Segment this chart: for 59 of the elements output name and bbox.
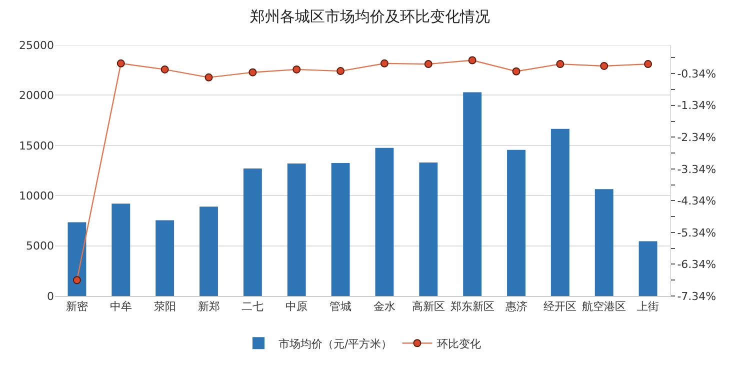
x-tick-label: 经开区 — [544, 300, 577, 314]
point — [292, 65, 301, 74]
point — [204, 73, 213, 82]
bar — [112, 204, 130, 296]
y-tick-label: 20000 — [19, 89, 54, 102]
x-tick-label: 金水 — [373, 300, 396, 314]
bar — [287, 163, 306, 296]
bar — [419, 162, 438, 296]
bar — [243, 168, 262, 296]
x-tick-label: 中牟 — [110, 300, 132, 314]
x-tick-label: 惠济 — [504, 300, 528, 314]
x-tick-label: 上街 — [637, 300, 660, 314]
bar — [638, 241, 658, 296]
x-tick-label: 新郑 — [198, 300, 220, 314]
bar — [463, 92, 482, 296]
point — [424, 60, 432, 68]
legend-label: 环比变化 — [437, 337, 482, 350]
y-tick-label: 10000 — [19, 189, 54, 202]
bar — [507, 150, 526, 296]
point — [380, 59, 388, 68]
y2-tick-label: -6.34% — [677, 258, 716, 272]
chart-title: 郑州各城区市场均价及环比变化情况 — [250, 8, 490, 26]
point — [72, 276, 81, 284]
bar — [375, 148, 394, 296]
point — [116, 59, 125, 68]
bar — [594, 189, 614, 296]
legend-label: 市场均价（元/平方米） — [278, 337, 392, 350]
y2-tick-label: -2.34% — [677, 130, 716, 144]
point — [336, 67, 345, 76]
y-tick-label: 0 — [47, 290, 54, 303]
y2-tick-label: -3.34% — [677, 162, 716, 176]
x-tick-label: 二七 — [242, 300, 264, 314]
bar — [331, 162, 350, 296]
y-tick-label: 15000 — [19, 139, 54, 152]
x-tick-label: 管城 — [330, 300, 352, 314]
y2-tick-label: -4.34% — [677, 194, 716, 208]
x-tick-label: 郑东新区 — [450, 300, 494, 314]
point — [644, 60, 652, 68]
point — [468, 56, 476, 64]
y2-tick-label: -7.34% — [677, 290, 716, 303]
x-tick-label: 荥阳 — [154, 300, 176, 314]
x-tick-label: 中原 — [286, 300, 308, 314]
point — [600, 62, 608, 70]
bar — [156, 220, 174, 296]
y2-tick-label: -1.34% — [677, 99, 716, 112]
bar — [68, 222, 86, 296]
x-tick-label: 航空港区 — [582, 300, 626, 314]
y-tick-label: 25000 — [19, 38, 54, 52]
point — [160, 65, 169, 74]
y2-tick-label: -5.34% — [677, 226, 716, 240]
point — [248, 68, 257, 76]
y2-tick-label: -0.34% — [677, 67, 716, 80]
x-tick-label: 高新区 — [412, 300, 445, 314]
y-tick-label: 5000 — [26, 240, 54, 253]
bar — [550, 128, 570, 296]
x-tick-label: 新密 — [66, 300, 88, 314]
bar — [200, 206, 218, 296]
point — [512, 67, 520, 76]
point — [556, 60, 564, 68]
